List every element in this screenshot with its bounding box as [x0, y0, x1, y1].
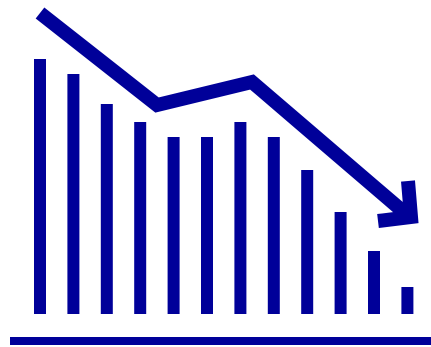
bar — [34, 59, 46, 314]
bar — [401, 287, 414, 314]
bar — [368, 251, 380, 314]
bar — [100, 104, 113, 314]
trend-arrow-line — [35, 7, 411, 220]
trend-arrow-head — [377, 180, 419, 228]
bar-group — [34, 59, 414, 314]
bar — [301, 170, 314, 314]
bar — [134, 122, 147, 314]
baseline — [10, 337, 431, 345]
bar — [67, 74, 80, 314]
bar — [267, 137, 280, 314]
bar — [234, 122, 247, 314]
bar — [167, 137, 180, 314]
bar — [201, 137, 213, 314]
bar — [334, 212, 347, 314]
